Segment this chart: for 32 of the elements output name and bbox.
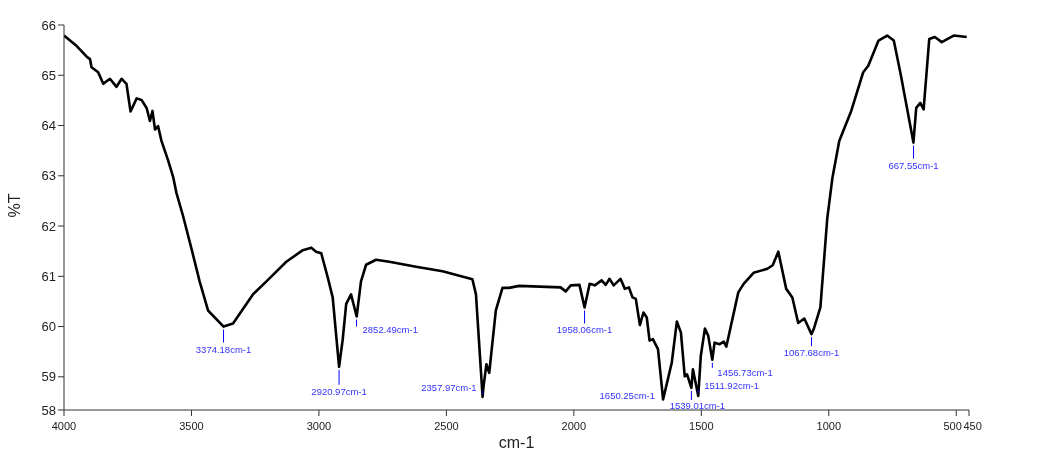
annotation: 1539.01cm-1 xyxy=(669,399,726,411)
x-tick-label: 3500 xyxy=(179,420,204,432)
y-tick-label: 66 xyxy=(41,17,56,33)
annotation: 2357.97cm-1 xyxy=(421,381,477,393)
annotation: 1650.25cm-1 xyxy=(599,390,656,402)
x-tick-label: 1000 xyxy=(816,420,842,432)
y-tick-label: 59 xyxy=(41,369,56,385)
annotation: 2852.49cm-1 xyxy=(362,323,418,335)
annotation: 2920.97cm-1 xyxy=(311,385,367,397)
x-axis-title: cm-1 xyxy=(498,434,535,449)
x-tick-label: 2500 xyxy=(434,420,459,432)
annotation: 1456.73cm-1 xyxy=(717,366,773,378)
annotation: 1511.92cm-1 xyxy=(704,379,760,391)
x-tick-label: 4000 xyxy=(51,420,77,432)
annotation: 3374.18cm-1 xyxy=(195,343,252,355)
y-tick-label: 62 xyxy=(41,218,56,234)
y-tick-label: 65 xyxy=(41,67,56,83)
y-axis-title: %T xyxy=(5,193,23,218)
y-tick-label: 60 xyxy=(41,319,56,335)
x-tick-label: 450 xyxy=(963,420,982,432)
y-tick-label: 64 xyxy=(41,118,56,134)
line-series xyxy=(64,34,969,401)
annotation: 1067.68cm-1 xyxy=(783,347,840,359)
y-tick-label: 63 xyxy=(41,168,56,184)
x-tick-label: 2000 xyxy=(561,420,587,432)
y-tick-label: 58 xyxy=(41,402,56,418)
x-tick-label: 1500 xyxy=(689,420,714,432)
annotation: 667.55cm-1 xyxy=(888,159,939,171)
y-tick-label: 61 xyxy=(41,268,56,284)
x-tick-label: 3000 xyxy=(306,420,332,432)
x-tick-label: 500 xyxy=(943,420,962,432)
annotation: 1958.06cm-1 xyxy=(556,324,613,336)
